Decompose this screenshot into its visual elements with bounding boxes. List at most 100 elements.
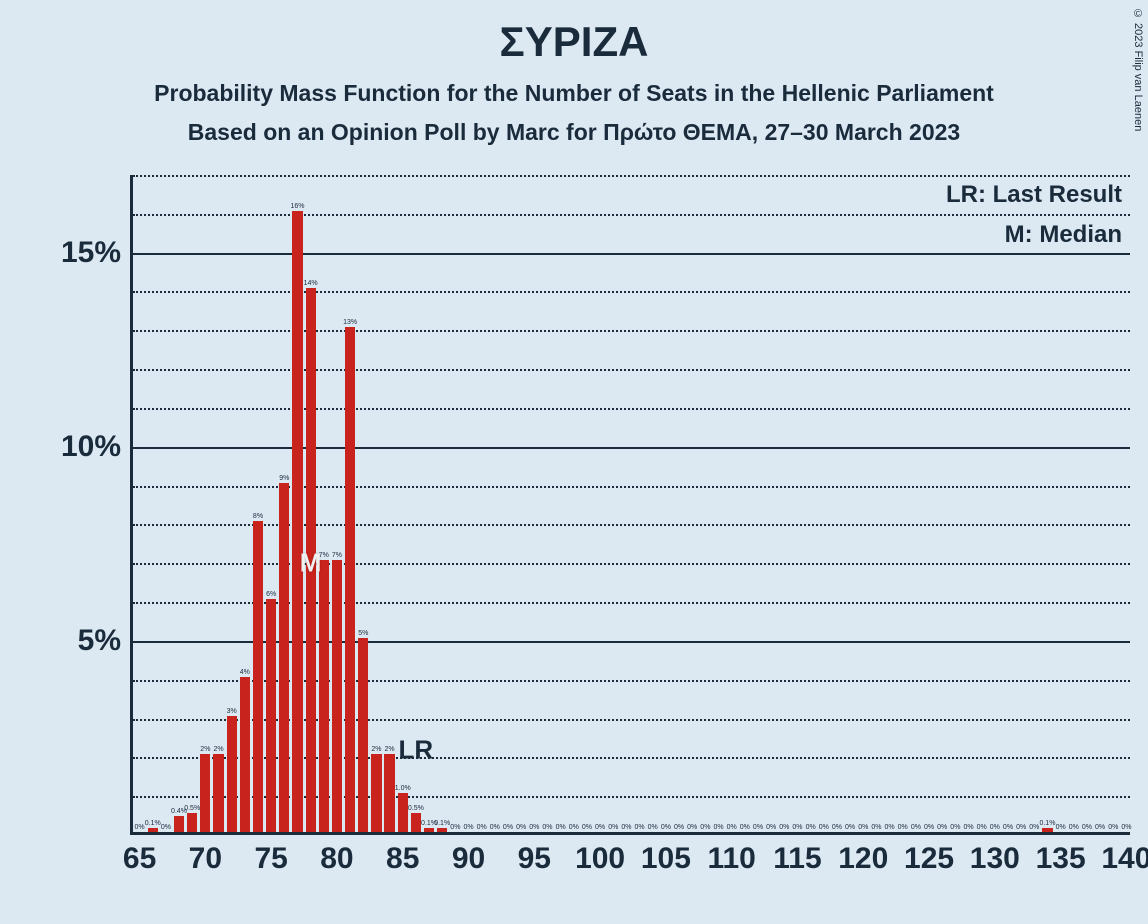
bar-value-label: 0% [687, 824, 697, 832]
x-axis-tick-label: 140 [1101, 832, 1148, 876]
bar-value-label: 0% [924, 824, 934, 832]
grid-line [133, 447, 1130, 449]
x-axis-tick-label: 135 [1036, 832, 1086, 876]
bar: 0.1% [148, 828, 158, 832]
bar: 8% [253, 521, 263, 832]
chart-subtitle-2: Based on an Opinion Poll by Marc for Πρώ… [0, 107, 1148, 146]
bar-value-label: 0% [516, 824, 526, 832]
bar: 7% [319, 560, 329, 832]
bar-value-label: 0% [161, 824, 171, 832]
legend-median: M: Median [1005, 221, 1122, 249]
x-axis-tick-label: 125 [904, 832, 954, 876]
grid-line [133, 253, 1130, 255]
bar: 0.1% [437, 828, 447, 832]
bar-value-label: 0.5% [408, 805, 424, 813]
bar-value-label: 0% [648, 824, 658, 832]
bar-value-label: 8% [253, 513, 263, 521]
bar-value-label: 0% [898, 824, 908, 832]
grid-line [133, 175, 1130, 177]
bar-value-label: 0% [871, 824, 881, 832]
grid-line [133, 330, 1130, 332]
bar-value-label: 0% [661, 824, 671, 832]
bar-value-label: 0% [1121, 824, 1131, 832]
bar-value-label: 0% [740, 824, 750, 832]
bar-value-label: 1.0% [395, 785, 411, 793]
x-axis-tick-label: 100 [575, 832, 625, 876]
bar: 2% [213, 754, 223, 832]
bar-value-label: 0% [727, 824, 737, 832]
bar-value-label: 0% [582, 824, 592, 832]
legend-last-result: LR: Last Result [946, 181, 1122, 209]
bar-value-label: 0% [635, 824, 645, 832]
bar-value-label: 0% [766, 824, 776, 832]
x-axis-tick-label: 115 [773, 832, 821, 876]
bar-value-label: 0% [832, 824, 842, 832]
bar-value-label: 0% [1029, 824, 1039, 832]
x-axis-tick-label: 105 [641, 832, 691, 876]
grid-line [133, 369, 1130, 371]
bar: 0.5% [411, 813, 421, 832]
bar-value-label: 0% [990, 824, 1000, 832]
bar-value-label: 0% [1056, 824, 1066, 832]
bar-value-label: 0% [713, 824, 723, 832]
bar-value-label: 0% [503, 824, 513, 832]
x-axis-tick-label: 110 [707, 832, 755, 876]
bar: 1.0% [398, 793, 408, 832]
bar-value-label: 0% [819, 824, 829, 832]
bar-value-label: 0% [700, 824, 710, 832]
bar-value-label: 4% [240, 669, 250, 677]
bar-value-label: 0% [1095, 824, 1105, 832]
bar-value-label: 0% [1016, 824, 1026, 832]
bar-value-label: 0% [1003, 824, 1013, 832]
x-axis-tick-label: 85 [386, 832, 419, 876]
x-axis-tick-label: 120 [838, 832, 888, 876]
page: © 2023 Filip van Laenen ΣΥΡΙΖΑ Probabili… [0, 0, 1148, 924]
bar-value-label: 16% [290, 203, 304, 211]
bar-value-label: 9% [279, 475, 289, 483]
y-axis-tick-label: 10% [61, 430, 133, 464]
bar-value-label: 5% [358, 630, 368, 638]
bar-value-label: 2% [385, 746, 395, 754]
bar-value-label: 3% [227, 708, 237, 716]
x-axis-tick-label: 95 [518, 832, 551, 876]
copyright-text: © 2023 Filip van Laenen [1132, 8, 1144, 131]
bar-value-label: 0% [450, 824, 460, 832]
bar-value-label: 13% [343, 319, 357, 327]
chart-title: ΣΥΡΙΖΑ [0, 0, 1148, 66]
bar-value-label: 0% [463, 824, 473, 832]
bar-value-label: 0% [477, 824, 487, 832]
bar-value-label: 0.1% [434, 820, 450, 828]
bar-value-label: 0% [845, 824, 855, 832]
annotation-median: M [300, 548, 322, 579]
bar-value-label: 6% [266, 591, 276, 599]
bar-value-label: 2% [213, 746, 223, 754]
bar-value-label: 0% [977, 824, 987, 832]
bar-value-label: 0% [542, 824, 552, 832]
bar-value-label: 0% [556, 824, 566, 832]
bar: 5% [358, 638, 368, 832]
bar-value-label: 0% [490, 824, 500, 832]
bar-value-label: 0% [608, 824, 618, 832]
bar-value-label: 0% [674, 824, 684, 832]
bar-value-label: 0% [792, 824, 802, 832]
bar: 6% [266, 599, 276, 832]
x-axis-tick-label: 80 [320, 832, 353, 876]
bar-value-label: 7% [332, 552, 342, 560]
y-axis-tick-label: 5% [78, 624, 133, 658]
bar-value-label: 0% [885, 824, 895, 832]
plot-area: LR: Last Result M: Median 5%10%15%657075… [130, 175, 1130, 835]
bar: 4% [240, 677, 250, 832]
bar-value-label: 0% [963, 824, 973, 832]
chart-subtitle-1: Probability Mass Function for the Number… [0, 66, 1148, 107]
bar-value-label: 0% [621, 824, 631, 832]
x-axis-tick-label: 75 [254, 832, 287, 876]
x-axis-tick-label: 70 [189, 832, 222, 876]
bar: 3% [227, 716, 237, 832]
bar-value-label: 0% [753, 824, 763, 832]
bar-value-label: 0% [1082, 824, 1092, 832]
grid-line [133, 291, 1130, 293]
bar: 2% [384, 754, 394, 832]
x-axis-tick-label: 130 [970, 832, 1020, 876]
bar-value-label: 0% [1069, 824, 1079, 832]
bar-value-label: 2% [200, 746, 210, 754]
